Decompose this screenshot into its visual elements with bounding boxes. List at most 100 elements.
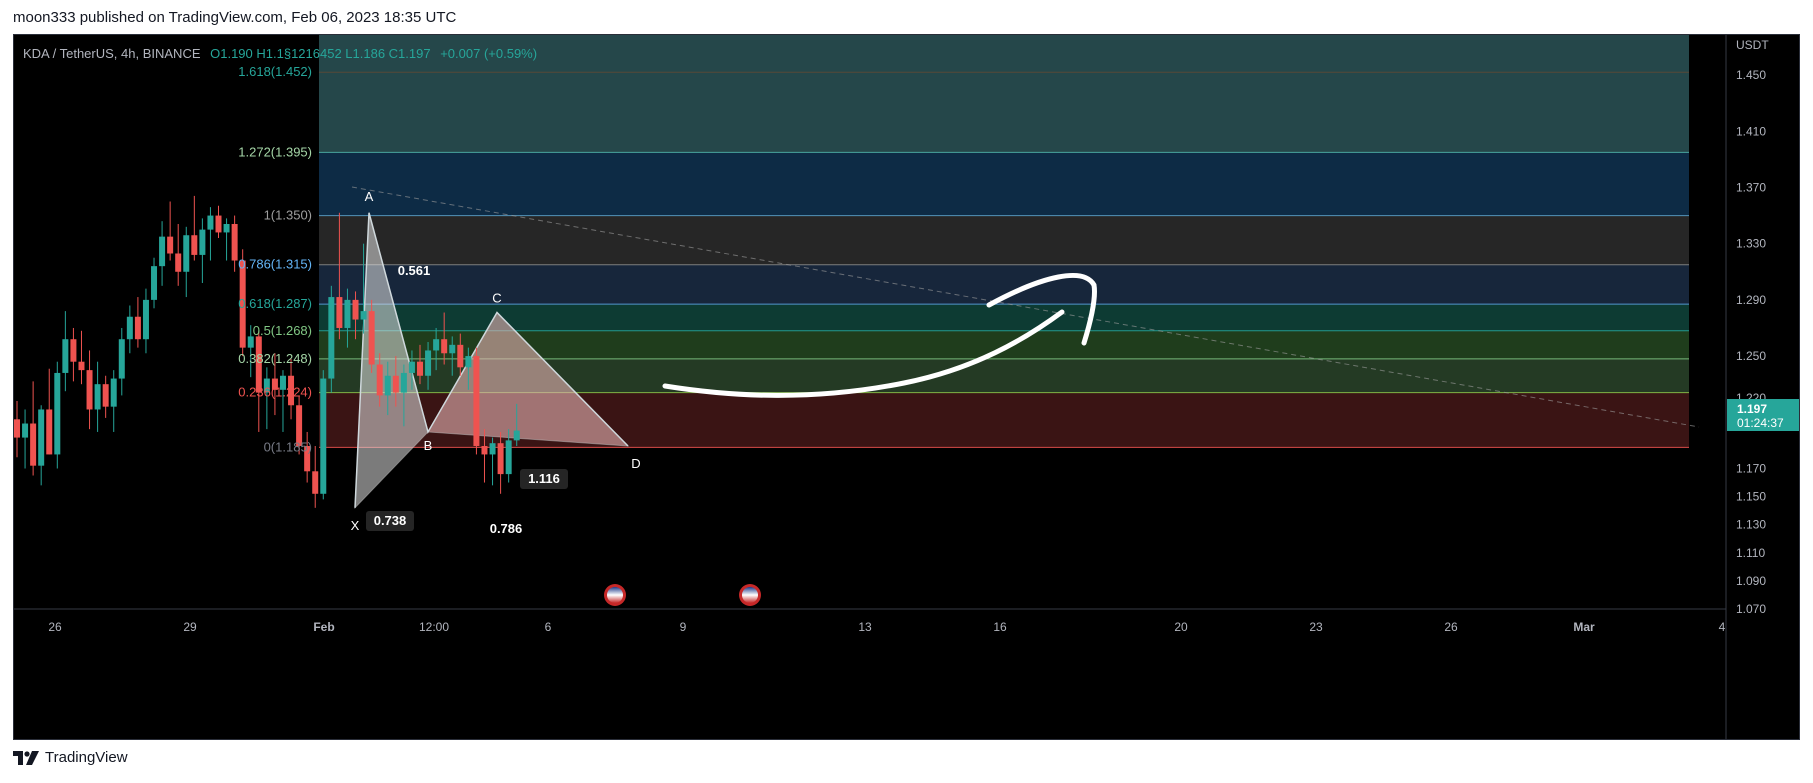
candle[interactable] — [296, 395, 303, 455]
candle-body — [134, 316, 141, 340]
chart-frame[interactable]: 1.618(1.452) 1.272(1.395) 1(1.350) 0.786(1.… — [13, 34, 1800, 740]
time-tick-label: 26 — [1444, 620, 1458, 634]
candle[interactable] — [352, 291, 359, 340]
time-scale[interactable]: 26 29 Feb 12:00 6 9 13 16 20 23 26 Mar 4 — [48, 620, 1725, 634]
trend-line[interactable] — [351, 186, 1700, 428]
candle[interactable] — [102, 375, 109, 418]
candle[interactable] — [175, 223, 182, 286]
candle[interactable] — [320, 370, 327, 500]
price-axis-unit: USDT — [1736, 38, 1769, 52]
candle[interactable] — [271, 353, 278, 416]
candle[interactable] — [94, 361, 101, 432]
candle[interactable] — [473, 347, 480, 455]
candle[interactable] — [183, 226, 190, 298]
candle[interactable] — [62, 311, 69, 392]
event-flag-icon[interactable] — [739, 584, 761, 606]
candle[interactable] — [142, 288, 149, 354]
candle[interactable] — [457, 333, 464, 376]
candle[interactable] — [38, 405, 45, 486]
candle-body — [38, 409, 45, 466]
candle[interactable] — [376, 353, 383, 407]
last-price-tag: 1.197 01:24:37 — [1727, 399, 1799, 431]
candle-body — [14, 419, 20, 438]
price-scale[interactable]: 1.4501.4101.3701.3301.2901.2501.2201.170… — [1736, 68, 1766, 616]
candle-body — [102, 384, 109, 407]
candle-body — [320, 378, 327, 494]
candle[interactable] — [255, 330, 262, 432]
price-tick-label: 1.330 — [1736, 237, 1766, 251]
candle[interactable] — [14, 401, 20, 458]
candle[interactable] — [304, 431, 311, 483]
candle[interactable] — [191, 195, 198, 261]
candle[interactable] — [159, 221, 166, 286]
candle[interactable] — [239, 249, 246, 357]
price-tick-label: 1.150 — [1736, 490, 1766, 504]
candle[interactable] — [199, 218, 206, 284]
candle[interactable] — [54, 361, 61, 469]
candle[interactable] — [126, 305, 133, 354]
candle-body — [312, 471, 319, 494]
candle[interactable] — [312, 446, 319, 508]
candle[interactable] — [70, 327, 77, 382]
fib-zone — [319, 35, 1689, 153]
candle-body — [449, 344, 456, 354]
candle[interactable] — [288, 358, 295, 420]
candle-body — [489, 443, 496, 455]
candle[interactable] — [368, 299, 375, 373]
candle-body — [279, 375, 286, 390]
candle[interactable] — [151, 257, 158, 309]
candle[interactable] — [425, 342, 432, 390]
candle[interactable] — [513, 403, 520, 447]
event-flag-icon[interactable] — [604, 584, 626, 606]
candle-body — [465, 356, 472, 368]
candle[interactable] — [86, 350, 93, 430]
candle[interactable] — [400, 364, 407, 427]
candle[interactable] — [336, 212, 343, 340]
pattern-ratio-label: 1.116 — [528, 471, 560, 486]
candle[interactable] — [46, 368, 53, 455]
candle-body — [271, 378, 278, 390]
candle[interactable] — [30, 381, 37, 476]
candle[interactable] — [384, 361, 391, 416]
candle[interactable] — [22, 409, 29, 469]
symbol-legend[interactable]: KDA / TetherUS, 4h, BINANCE O1.190 H1.1§… — [23, 46, 537, 61]
time-tick-label: 20 — [1174, 620, 1188, 634]
candle-body — [54, 372, 61, 455]
chart-canvas[interactable]: 1.618(1.452) 1.272(1.395) 1(1.350) 0.786(1.… — [14, 35, 1800, 740]
candle[interactable] — [328, 285, 335, 393]
candle-body — [199, 229, 206, 255]
fib-level-label: 1.272(1.395) — [238, 144, 312, 159]
candle[interactable] — [223, 218, 230, 261]
candle[interactable] — [118, 327, 125, 396]
candle[interactable] — [392, 356, 399, 407]
candle[interactable] — [263, 367, 270, 430]
candle[interactable] — [417, 344, 423, 385]
time-tick-label: Feb — [313, 620, 334, 634]
candle[interactable] — [344, 288, 351, 348]
candle[interactable] — [433, 327, 440, 371]
candle[interactable] — [134, 297, 141, 348]
candle[interactable] — [360, 243, 367, 334]
candle-body — [328, 297, 335, 379]
candle[interactable] — [231, 215, 238, 272]
pattern-point-label: B — [424, 438, 433, 453]
candle[interactable] — [497, 431, 504, 494]
candle[interactable] — [110, 370, 117, 432]
candle-body — [223, 223, 230, 233]
price-tick-label: 1.450 — [1736, 68, 1766, 82]
candle[interactable] — [505, 429, 512, 483]
candle[interactable] — [408, 350, 415, 390]
tradingview-logo-icon — [13, 750, 39, 765]
candle[interactable] — [441, 312, 448, 365]
candle[interactable] — [207, 207, 214, 261]
candle[interactable] — [449, 336, 456, 376]
candle[interactable] — [78, 330, 85, 385]
candle[interactable] — [489, 437, 496, 486]
candle[interactable] — [247, 325, 254, 378]
candle[interactable] — [465, 347, 472, 390]
candle[interactable] — [279, 370, 286, 432]
candle[interactable] — [481, 429, 488, 483]
candle[interactable] — [167, 201, 174, 261]
price-tick-label: 1.250 — [1736, 349, 1766, 363]
candle[interactable] — [215, 205, 222, 239]
